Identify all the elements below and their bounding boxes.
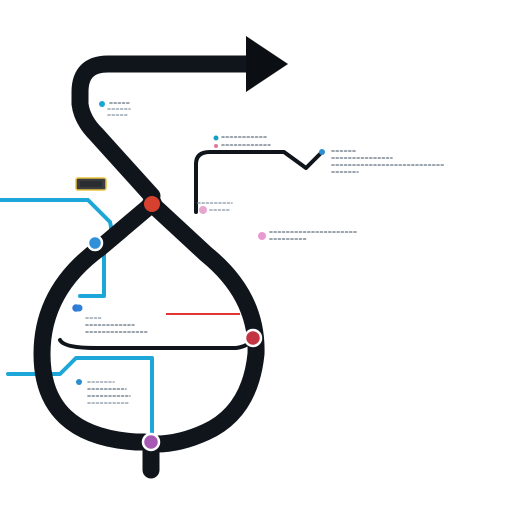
legend-dots xyxy=(75,101,325,385)
track-loop-right xyxy=(143,195,265,453)
station-marker-right xyxy=(243,328,263,348)
legend-dot-cyan-top-left xyxy=(99,101,105,107)
legend-dot-teal-top xyxy=(213,135,219,141)
track-top-curve xyxy=(71,55,261,205)
legend-dot-blue-left xyxy=(75,304,83,312)
legend-dot-pink-top xyxy=(214,144,218,148)
station-marker-bottom xyxy=(141,432,161,452)
label-block-right xyxy=(331,150,445,173)
badge-fill xyxy=(80,181,102,187)
label-block-middle xyxy=(197,202,233,211)
legend-dot-blue-bottom-left xyxy=(76,379,82,385)
main-track xyxy=(33,55,324,479)
label-block-left xyxy=(85,317,149,333)
track-inner-connector xyxy=(58,336,254,350)
junction-marker-upper xyxy=(142,194,162,214)
label-block-middle-right xyxy=(269,231,357,240)
label-block-top xyxy=(221,136,271,146)
legend-dot-pink-right xyxy=(258,232,266,240)
label-block-top-left xyxy=(107,102,131,116)
legend-dot-pink-middle xyxy=(199,206,207,214)
label-block-bottom-left xyxy=(87,381,131,404)
track-badge xyxy=(75,177,107,191)
track-upper-spur xyxy=(194,150,324,214)
branch-line-lower-left xyxy=(6,356,154,472)
station-markers xyxy=(69,194,263,452)
placeholder-labels xyxy=(85,102,445,404)
route-arrowhead xyxy=(246,36,288,92)
track-loop-left xyxy=(33,195,161,451)
legend-dot-blue-right xyxy=(319,149,325,155)
station-marker-left-upper xyxy=(86,234,104,252)
